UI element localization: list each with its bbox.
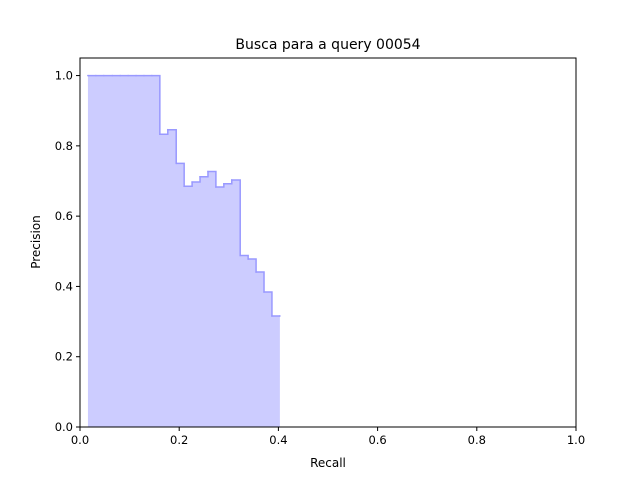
x-tick-label: 0.4 bbox=[269, 433, 287, 447]
y-axis-label: Precision bbox=[29, 215, 43, 269]
data-point bbox=[87, 74, 89, 77]
data-point bbox=[223, 183, 225, 185]
data-point bbox=[207, 170, 209, 173]
y-tick-label: 0.4 bbox=[55, 279, 73, 293]
data-point bbox=[151, 74, 153, 77]
chart-title: Busca para a query 00054 bbox=[235, 37, 420, 53]
data-point bbox=[119, 74, 121, 77]
y-tick-label: 1.0 bbox=[55, 69, 73, 83]
data-point bbox=[103, 74, 105, 77]
data-point bbox=[191, 181, 193, 183]
data-point bbox=[199, 175, 201, 178]
y-axis: 0.0 0.2 0.4 0.6 0.8 1.0 bbox=[55, 69, 80, 434]
plot-area bbox=[87, 74, 281, 428]
data-point bbox=[279, 315, 281, 317]
x-tick-label: 1.0 bbox=[567, 433, 585, 447]
data-point bbox=[263, 291, 265, 293]
x-tick-label: 0.2 bbox=[170, 433, 188, 447]
data-point bbox=[127, 74, 129, 77]
data-point bbox=[111, 74, 114, 77]
data-point bbox=[143, 74, 145, 77]
x-axis-label: Recall bbox=[310, 456, 346, 470]
x-axis: 0.0 0.2 0.4 0.6 0.8 1.0 bbox=[71, 427, 585, 447]
y-tick-label: 0.2 bbox=[55, 350, 73, 364]
data-point bbox=[175, 162, 178, 165]
data-point bbox=[166, 128, 169, 131]
x-tick-label: 0.0 bbox=[71, 433, 89, 447]
y-tick-label: 0.0 bbox=[55, 420, 73, 434]
data-point bbox=[255, 271, 257, 273]
data-point bbox=[95, 74, 97, 77]
data-point bbox=[247, 258, 249, 260]
data-point bbox=[239, 254, 242, 257]
y-tick-label: 0.8 bbox=[55, 139, 73, 153]
data-point bbox=[215, 186, 217, 188]
data-point bbox=[135, 74, 137, 77]
x-tick-label: 0.8 bbox=[468, 433, 486, 447]
plot-frame bbox=[79, 57, 577, 428]
data-point bbox=[271, 315, 273, 317]
data-point bbox=[183, 185, 185, 188]
x-tick-label: 0.6 bbox=[368, 433, 386, 447]
data-point bbox=[159, 133, 161, 136]
area-fill bbox=[87, 75, 280, 428]
y-tick-label: 0.6 bbox=[55, 209, 73, 223]
precision-step-line bbox=[87, 74, 280, 317]
data-point bbox=[230, 179, 233, 181]
